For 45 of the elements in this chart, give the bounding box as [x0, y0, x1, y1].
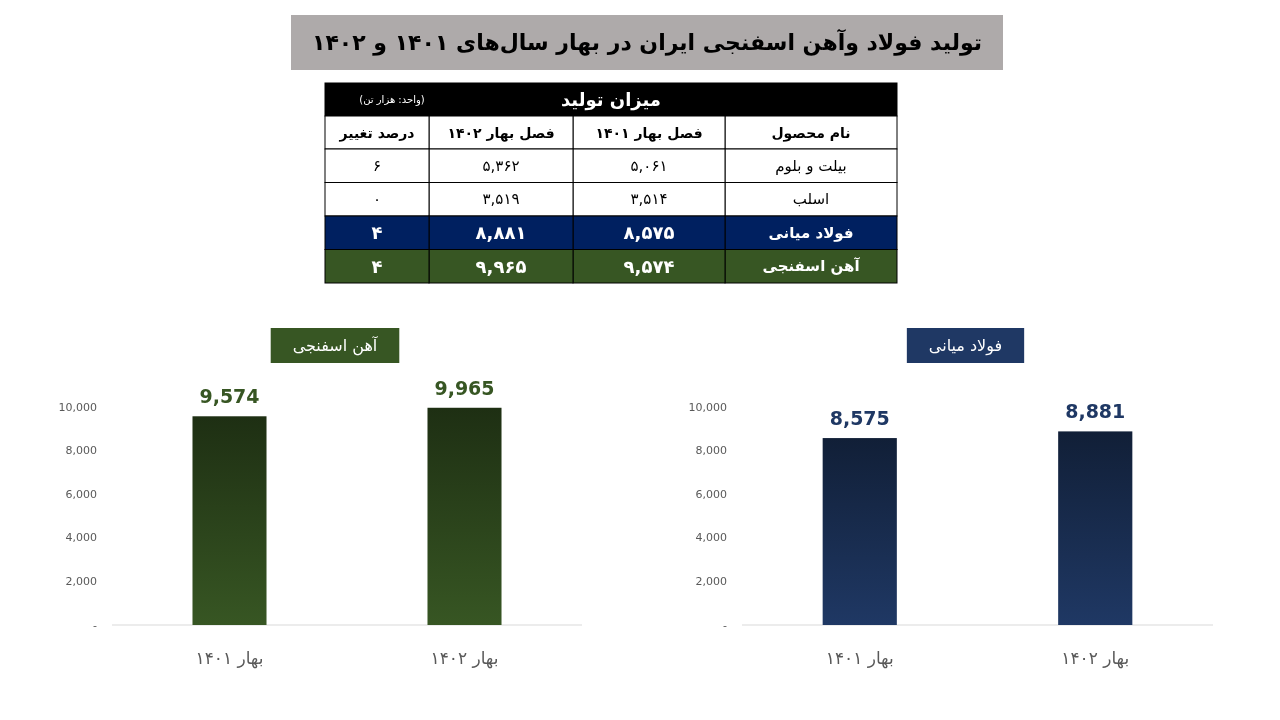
- data-label: ۳,۵۱۴: [630, 190, 668, 209]
- text: تولید فولاد وآهن اسفنجی ایران در بهار سال‌های ۱۴۰۱ و ۱۴۰۲: [311, 27, 983, 56]
- y-tick-label: -: [723, 618, 728, 632]
- category-label: اسلب: [792, 190, 830, 209]
- y-tick-label: 8,000: [695, 444, 727, 458]
- category-label: آهن اسفنجی: [762, 257, 861, 276]
- x-tick-label: بهار ۱۴۰۱: [825, 648, 894, 669]
- category-label: بیلت و بلوم: [775, 156, 847, 175]
- data-label: ۹,۵۷۴: [623, 255, 675, 277]
- data-label: ۸,۸۸۱: [475, 222, 527, 244]
- data-label: ۵,۳۶۲: [482, 156, 520, 175]
- chart-title: آهن اسفنجی: [292, 336, 379, 356]
- y-tick-label: 2,000: [695, 574, 727, 588]
- data-label: ۸,۵۷۵: [623, 222, 675, 244]
- chart-title: فولاد میانی: [928, 336, 1003, 356]
- data-label: 9,574: [199, 385, 260, 408]
- x-tick-label: بهار ۱۴۰۱: [195, 648, 264, 669]
- data-label: 8,575: [829, 407, 890, 430]
- series-label: فصل بهار ۱۴۰۲: [447, 124, 555, 142]
- text: میزان تولید: [560, 89, 662, 111]
- y-tick-label: 2,000: [65, 574, 97, 588]
- data-label: ۶: [372, 156, 382, 175]
- data-label: ۹,۹۶۵: [475, 255, 527, 277]
- data-label: ۳,۵۱۹: [482, 190, 520, 209]
- y-tick-label: 10,000: [688, 400, 727, 414]
- text: (واحد: هزار تن): [359, 94, 425, 106]
- y-tick-label: 6,000: [695, 487, 727, 501]
- category-label: فولاد میانی: [768, 223, 854, 242]
- y-tick-label: 8,000: [65, 444, 97, 458]
- y-tick-label: 10,000: [58, 400, 97, 414]
- data-label: 8,881: [1065, 400, 1126, 423]
- series-label: درصد تغییر: [338, 124, 415, 142]
- x-tick-label: بهار ۱۴۰۲: [430, 648, 499, 669]
- data-label: ۴: [371, 222, 383, 244]
- data-label: 9,965: [434, 376, 495, 399]
- y-tick-label: -: [93, 618, 98, 632]
- data-label: ۰: [372, 190, 382, 209]
- data-label: ۴: [371, 255, 383, 277]
- data-label: ۵,۰۶۱: [630, 156, 668, 175]
- series-label: فصل بهار ۱۴۰۱: [595, 124, 703, 142]
- y-tick-label: 4,000: [65, 531, 97, 545]
- x-tick-label: بهار ۱۴۰۲: [1061, 648, 1130, 669]
- y-tick-label: 6,000: [65, 487, 97, 501]
- text: نام محصول: [771, 124, 851, 142]
- y-tick-label: 4,000: [695, 531, 727, 545]
